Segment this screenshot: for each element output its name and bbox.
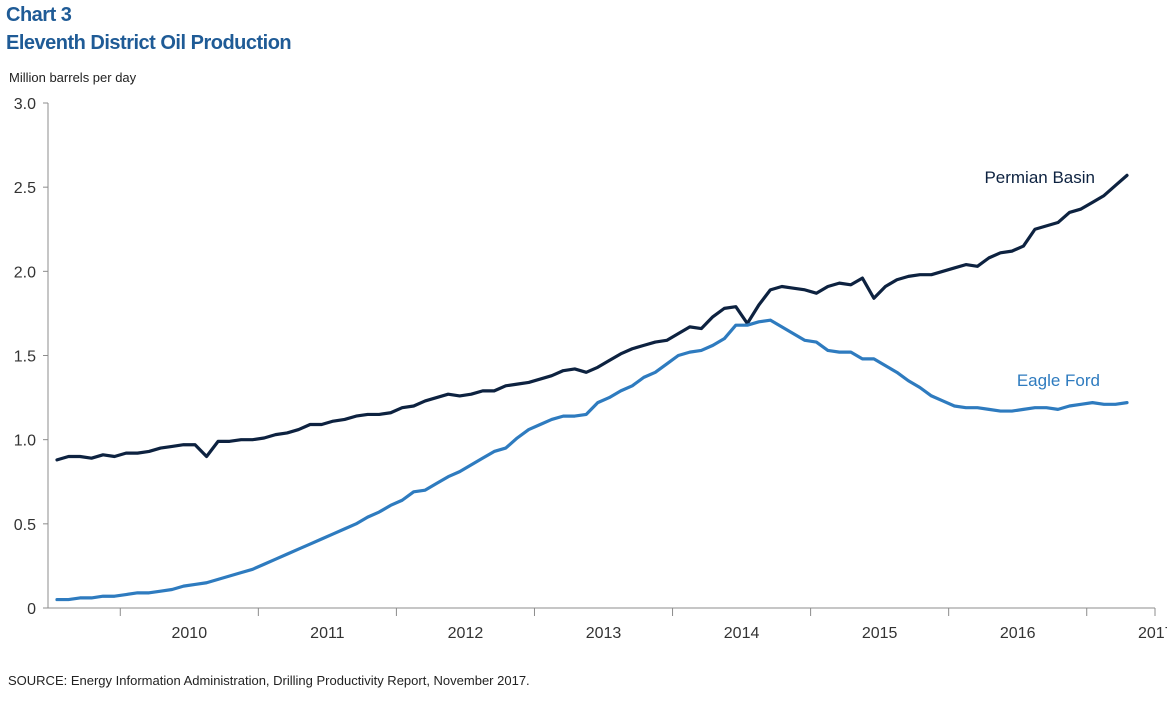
chart-number: Chart 3 [6,4,72,26]
y-tick-labels: 0 0.5 1.0 1.5 2.0 2.5 3.0 [14,96,36,618]
x-tick-labels: 2010 2011 2012 2013 2014 2015 2016 2017 [172,625,1167,642]
x-tick-label: 2016 [1000,625,1036,642]
y-tick-label: 0.5 [14,517,36,534]
chart-title: Eleventh District Oil Production [6,32,292,54]
y-tick-label: 0 [27,601,36,618]
series-labels: Permian Basin Eagle Ford [984,168,1100,390]
x-tick-label: 2010 [172,625,208,642]
y-tick-label: 1.5 [14,349,36,366]
axes [43,102,1156,616]
source-note: SOURCE: Energy Information Administratio… [8,673,530,688]
series-label-permian-basin: Permian Basin [984,168,1095,187]
series-line-eagle-ford [55,318,1129,602]
x-tick-label: 2017 [1138,625,1167,642]
y-axis-label: Million barrels per day [9,70,137,85]
y-tick-label: 1.0 [14,433,36,450]
series-lines [55,173,1129,602]
y-tick-label: 2.0 [14,264,36,281]
series-line-permian-basin [55,173,1129,462]
x-tick-label: 2011 [310,625,345,642]
x-tick-label: 2015 [862,625,898,642]
x-tick-label: 2014 [724,625,760,642]
series-label-eagle-ford: Eagle Ford [1017,371,1100,390]
x-tick-label: 2012 [448,625,484,642]
y-tick-label: 3.0 [14,96,36,113]
y-tick-label: 2.5 [14,180,36,197]
x-tick-label: 2013 [586,625,622,642]
